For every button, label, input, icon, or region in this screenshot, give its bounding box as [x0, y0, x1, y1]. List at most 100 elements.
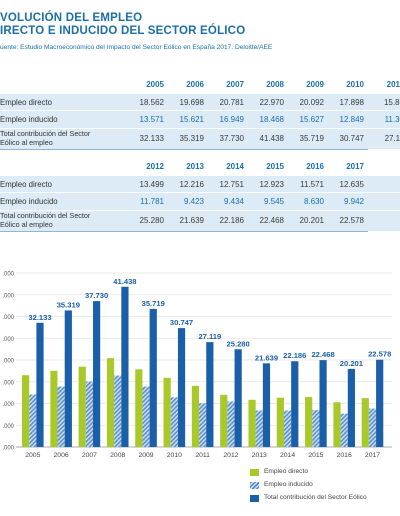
cell-inducido: 9.545 — [263, 197, 284, 206]
bar-inducido — [255, 410, 263, 447]
y-tick-label: .000 — [2, 424, 14, 430]
row-label-inducido: Empleo inducido — [0, 197, 58, 206]
cell-directo: 13.499 — [139, 180, 164, 189]
cell-inducido: 9.434 — [223, 197, 244, 206]
bar-inducido — [283, 410, 292, 447]
data-label: 22.468 — [311, 350, 334, 359]
x-tick-label: 2011 — [195, 452, 210, 459]
bar-directo — [361, 398, 369, 447]
cell-directo: 19.698 — [179, 98, 204, 107]
cell-directo: 12.923 — [259, 180, 284, 189]
cell-total: 35.319 — [179, 134, 204, 143]
year-header-cell: 2017 — [346, 162, 364, 171]
cell-directo: 17.898 — [339, 98, 364, 107]
x-tick-label: 2013 — [252, 452, 267, 459]
bar-total — [234, 349, 242, 447]
bar-total — [64, 310, 72, 447]
y-tick-label: .000 — [2, 315, 14, 321]
cell-total: 35.719 — [299, 134, 324, 143]
bar-directo — [106, 358, 115, 447]
x-tick-label: 2005 — [25, 452, 40, 459]
bar-inducido — [114, 375, 122, 447]
row-label-total: Total contribución del Sector Eólico al e… — [0, 129, 91, 147]
row-label-inducido: Empleo inducido — [0, 115, 58, 124]
bar-total — [319, 360, 327, 447]
y-tick-label: .000 — [2, 402, 14, 408]
cell-directo: 22.970 — [259, 98, 284, 107]
cell-inducido: 9.423 — [183, 197, 204, 206]
source-note: uente: Estudio Macroeconómico del Impact… — [0, 44, 273, 51]
cell-inducido: 11.30 — [384, 115, 400, 124]
cell-inducido: 12.849 — [339, 115, 364, 124]
bar-directo — [78, 366, 86, 447]
legend-swatch-directo — [250, 469, 259, 476]
cell-total: 20.201 — [299, 216, 324, 225]
cell-inducido: 16.949 — [219, 115, 244, 124]
y-tick-label: .000 — [2, 337, 14, 343]
cell-total: 22.186 — [219, 216, 244, 225]
bar-inducido — [170, 397, 178, 447]
row-label-directo: Empleo directo — [0, 180, 53, 189]
table1-row-directo: Empleo directo 18.562 19.698 20.781 22.970 2… — [0, 94, 400, 110]
year-header-cell: 2010 — [346, 80, 364, 89]
cell-directo: 15.81 — [383, 98, 400, 107]
cell-directo: 18.562 — [139, 98, 164, 107]
bar-directo — [191, 385, 200, 447]
y-tick-label: .000 — [2, 359, 14, 365]
title-line-2: IRECTO E INDUCIDO DEL SECTOR EÓLICO — [0, 25, 246, 37]
cell-directo: 12.216 — [179, 180, 204, 189]
cell-inducido: 13.571 — [139, 115, 164, 124]
x-tick-label: 2007 — [82, 452, 97, 459]
data-label: 37.730 — [85, 291, 108, 300]
x-tick-label: 2017 — [365, 452, 380, 459]
bar-total — [262, 363, 271, 447]
bar-inducido — [29, 394, 37, 447]
bar-total — [121, 286, 129, 447]
table2-row-total: Total contribución del Sector Eólico al e… — [0, 211, 400, 231]
bar-inducido — [142, 386, 150, 447]
y-tick-label: .000 — [2, 380, 14, 386]
bar-total — [376, 359, 384, 447]
bar-total — [149, 308, 157, 447]
bar-total — [347, 368, 355, 447]
x-tick-label: 2009 — [138, 452, 153, 459]
cell-total: 37.730 — [219, 134, 244, 143]
cell-inducido: 15.627 — [299, 115, 324, 124]
data-label: 22.186 — [283, 351, 306, 360]
bar-total — [93, 301, 101, 447]
bar-total — [291, 361, 299, 447]
bar-inducido — [227, 401, 235, 447]
year-header-cell: 2007 — [226, 80, 244, 89]
bar-directo — [50, 370, 58, 447]
bar-inducido — [312, 410, 320, 447]
cell-directo: 12.751 — [219, 180, 244, 189]
cell-total: 25.280 — [139, 216, 164, 225]
data-label: 22.578 — [368, 350, 391, 359]
bar-directo — [135, 369, 143, 447]
y-tick-label: .000 — [2, 446, 14, 452]
year-header-cell: 2013 — [186, 162, 204, 171]
data-label: 20.201 — [340, 359, 364, 368]
legend-item-total: Total contribución del Sector Eólico — [250, 494, 367, 502]
legend-swatch-inducido — [250, 482, 259, 489]
cell-inducido: 11.781 — [140, 197, 164, 206]
data-label: 32.133 — [28, 313, 51, 322]
table2-row-directo: Empleo directo 13.499 12.216 12.751 12.923 1… — [0, 176, 400, 192]
table2-row-inducido: Empleo inducido 11.781 9.423 9.434 9.545 8.6… — [0, 193, 400, 210]
year-header-cell: 2012 — [146, 162, 164, 171]
row-label-total: Total contribución del Sector Eólico al e… — [0, 211, 91, 229]
bar-directo — [305, 397, 313, 447]
cell-directo: 11.571 — [300, 180, 324, 189]
x-tick-label: 2010 — [167, 452, 182, 459]
cell-directo: 20.781 — [219, 98, 244, 107]
y-tick-label: .000 — [2, 272, 14, 278]
year-header-cell: 2015 — [266, 162, 284, 171]
data-label: 27.119 — [198, 332, 221, 341]
cell-inducido: 18.468 — [259, 115, 284, 124]
year-header-cell: 2014 — [226, 162, 244, 171]
cell-total: 32.133 — [139, 134, 164, 143]
bar-total — [177, 328, 186, 447]
row-label-directo: Empleo directo — [0, 98, 53, 107]
table1-row-total: Total contribución del Sector Eólico al e… — [0, 129, 400, 149]
year-header-cell: 2005 — [146, 80, 164, 89]
